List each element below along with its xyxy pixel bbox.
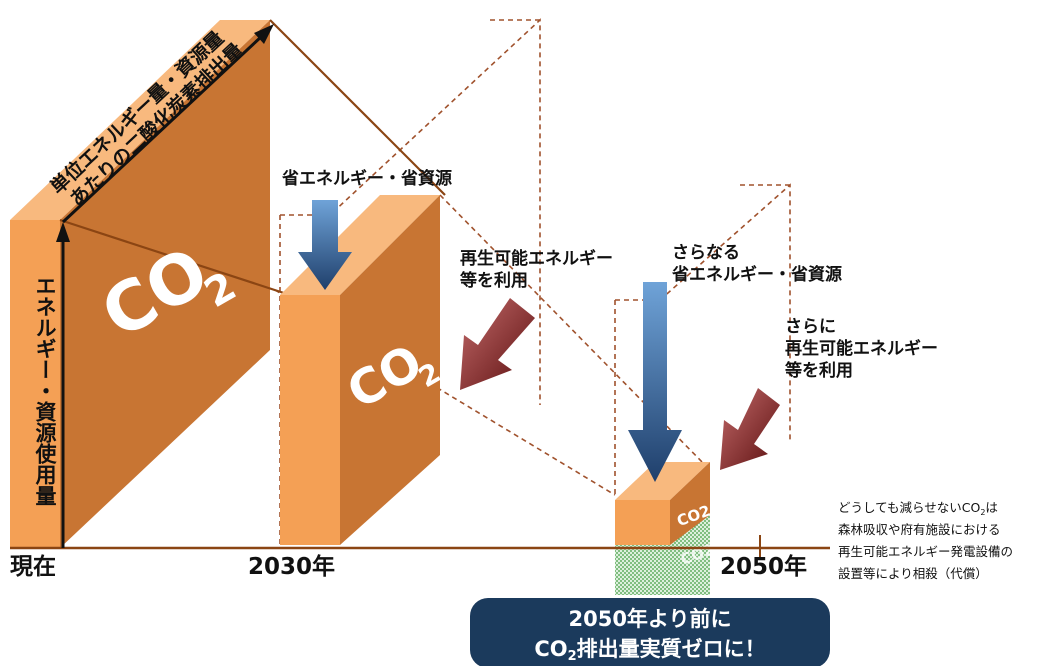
trend-lines xyxy=(59,19,446,297)
vertical-axis-label: エネルギー・資源使用量 xyxy=(33,275,58,506)
blue-arrow-1 xyxy=(298,200,352,290)
renew-label-2-line2: 再生可能エネルギー xyxy=(785,338,938,359)
ghost-2050-outline xyxy=(615,183,791,440)
saving-label-2-line2: 省エネルギー・省資源 xyxy=(671,264,842,285)
offset-note: どうしても減らせないCO2は 森林吸収や府有施設における 再生可能エネルギー発電… xyxy=(838,500,1013,581)
trend-line-mid xyxy=(59,218,291,297)
box-2050-top xyxy=(615,462,710,500)
svg-text:設置等により相殺（代償）: 設置等により相殺（代償） xyxy=(838,566,988,581)
current-box-side xyxy=(60,20,270,548)
box-2050 xyxy=(615,462,710,595)
saving-label-2-line1: さらなる xyxy=(672,243,740,263)
current-box-top xyxy=(10,20,270,220)
red-arrow-1 xyxy=(460,298,535,390)
goal-banner: 2050年より前に CO2排出量実質ゼロに！ xyxy=(470,598,830,666)
x-label-2030: 2030年 xyxy=(248,553,335,580)
box-2050-side xyxy=(670,462,710,545)
renew-label-2-line3: 等を利用 xyxy=(785,360,853,381)
goal-line1: 2050年より前に xyxy=(568,607,731,631)
x-label-2050: 2050年 xyxy=(720,553,807,580)
box-2050-front xyxy=(615,500,670,545)
current-box xyxy=(10,20,270,548)
renew-label-1-line2: 等を利用 xyxy=(460,270,528,291)
axes xyxy=(10,24,830,560)
box-2030-side xyxy=(340,195,440,545)
saving-label-1: 省エネルギー・省資源 xyxy=(281,168,452,189)
svg-text:再生可能エネルギー発電設備の: 再生可能エネルギー発電設備の xyxy=(838,544,1013,559)
goal-line2: CO2排出量実質ゼロに！ xyxy=(534,637,765,664)
red-arrow-2 xyxy=(720,388,780,470)
diagonal-arrowhead xyxy=(254,24,274,44)
current-box-front xyxy=(10,220,60,548)
blue-arrow-2 xyxy=(628,282,682,482)
box-2030-front xyxy=(280,295,340,545)
diagonal-axis-arrow xyxy=(61,34,264,224)
ghost-2030-outline xyxy=(280,18,541,405)
renew-label-2-line1: さらに xyxy=(785,317,836,337)
svg-text:どうしても減らせないCO2は: どうしても減らせないCO2は xyxy=(838,500,998,517)
x-label-current: 現在 xyxy=(10,553,56,580)
y-arrowhead xyxy=(56,222,70,242)
svg-text:森林吸収や府有施設における: 森林吸収や府有施設における xyxy=(838,522,1001,537)
renew-label-1-line1: 再生可能エネルギー xyxy=(460,248,613,269)
trend-line-top xyxy=(269,19,446,196)
